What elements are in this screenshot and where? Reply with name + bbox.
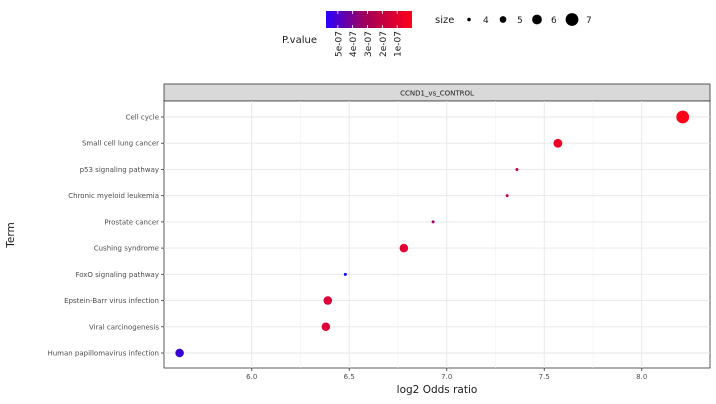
color-legend: P.value 5e-07 4e-07 3e-07 2e-07 1e-07 [282,11,412,57]
data-point [343,272,347,276]
size-legend-label: 7 [586,16,592,26]
panel-background [163,100,711,369]
data-point [399,243,409,253]
y-tick-label: Prostate cancer [104,218,159,226]
x-axis-title: log2 Odds ratio [397,384,478,396]
data-point [676,110,690,124]
y-tick-label: Small cell lung cancer [82,140,159,148]
colorbar-label: 1e-07 [394,31,404,57]
colorbar-label: 3e-07 [364,31,374,57]
data-point [175,348,184,358]
y-axis-title: Term [5,222,17,248]
colorbar-label: 4e-07 [349,31,359,57]
plot-panel [163,100,711,369]
size-legend-key [467,17,471,22]
size-legend-label: 4 [483,16,489,26]
x-tick-label: 7.0 [441,373,452,381]
y-tick-label: p53 signaling pathway [80,166,159,174]
facet-strip: CCND1_vs_CONTROL [163,83,711,102]
size-legend-title: size [435,15,454,26]
x-tick-label: 7.5 [539,373,550,381]
color-legend-bar [326,11,412,28]
y-tick-label: Epstein-Barr virus infection [64,297,159,305]
x-tick-label: 6.5 [344,373,355,381]
x-tick-label: 8.0 [636,373,647,381]
colorbar-label: 2e-07 [379,31,389,57]
size-legend-label: 5 [517,16,523,26]
x-tick-label: 6.0 [246,373,257,381]
size-legend-label: 6 [551,16,557,26]
size-legend-key [565,13,579,26]
y-tick-label: Cushing syndrome [94,245,159,253]
size-legend: size 4 5 6 7 [435,13,592,26]
color-legend-title: P.value [282,35,317,46]
facet-strip-label: CCND1_vs_CONTROL [400,90,474,98]
y-tick-label: Viral carcinogenesis [89,323,159,331]
data-point [515,167,519,171]
y-tick-label: Chronic myeloid leukemia [68,192,159,200]
colorbar-label: 5e-07 [334,31,344,57]
size-legend-key [532,14,542,25]
data-point [505,194,509,198]
data-point [553,138,563,148]
y-tick-label: FoxO signaling pathway [75,271,159,279]
y-tick-label: Cell cycle [126,114,159,122]
data-point [431,220,435,224]
y-tick-label: Human papillomavirus infection [47,350,159,358]
data-point [323,296,333,305]
data-point [321,322,331,332]
size-legend-key [499,16,507,23]
